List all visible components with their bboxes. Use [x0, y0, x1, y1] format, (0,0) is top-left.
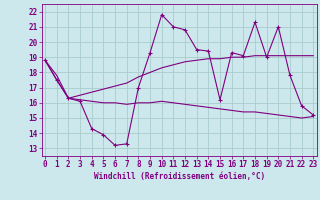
X-axis label: Windchill (Refroidissement éolien,°C): Windchill (Refroidissement éolien,°C) [94, 172, 265, 181]
